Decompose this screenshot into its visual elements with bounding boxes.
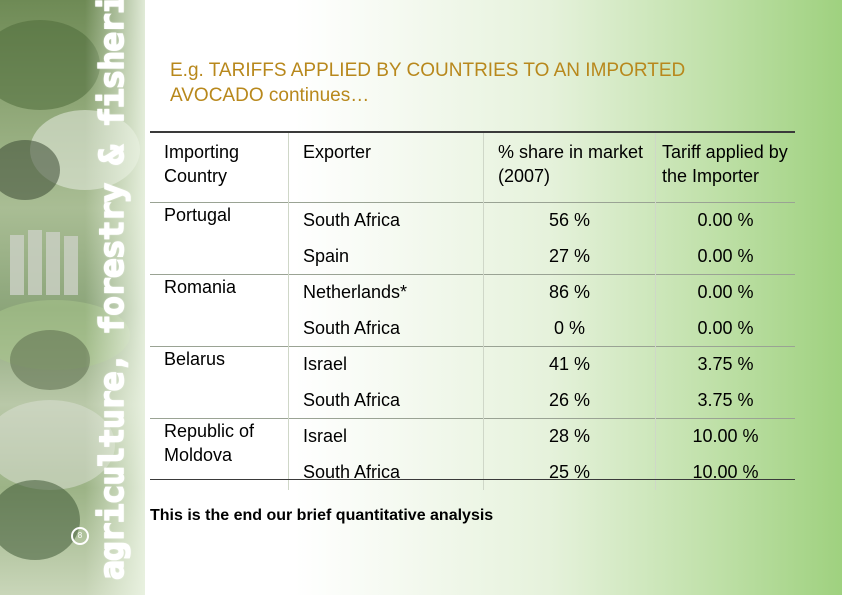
table-header-row: Importing Country Exporter % share in ma… bbox=[150, 133, 795, 203]
table-row: South Africa 0 % 0.00 % bbox=[150, 310, 795, 347]
slide-title: E.g. TARIFFS APPLIED BY COUNTRIES TO AN … bbox=[170, 58, 810, 108]
circle-logo-icon: 8 bbox=[71, 527, 89, 545]
header-tariff: Tariff applied by the Importer bbox=[655, 133, 795, 203]
exporter-cell: South Africa bbox=[288, 382, 484, 419]
share-cell: 27 % bbox=[483, 238, 656, 275]
table-row: Romania Netherlands* 86 % 0.00 % bbox=[150, 274, 795, 347]
table-top-rule bbox=[150, 131, 795, 133]
header-share: % share in market (2007) bbox=[483, 133, 656, 203]
header-importing-country: Importing Country bbox=[164, 142, 240, 186]
tariff-cell: 10.00 % bbox=[655, 418, 795, 455]
table-bottom-rule bbox=[150, 479, 795, 480]
table-row: South Africa 25 % 10.00 % bbox=[150, 454, 795, 490]
sidebar-photo-strip: agriculture, forestry & fisheries 8 bbox=[0, 0, 145, 595]
importer-cell: Portugal bbox=[150, 202, 289, 275]
exporter-cell: Spain bbox=[288, 238, 484, 275]
page-number: 8 bbox=[77, 531, 83, 540]
table-row: Belarus Israel 41 % 3.75 % bbox=[150, 346, 795, 419]
tariff-cell: 0.00 % bbox=[655, 202, 795, 239]
exporter-cell: Israel bbox=[288, 418, 484, 455]
header-exporter: Exporter bbox=[288, 133, 484, 203]
share-cell: 0 % bbox=[483, 310, 656, 347]
table-row: Republic of Moldova Israel 28 % 10.00 % bbox=[150, 418, 795, 490]
importer-cell: Belarus bbox=[150, 346, 289, 419]
tariff-cell: 10.00 % bbox=[655, 454, 795, 490]
share-cell: 26 % bbox=[483, 382, 656, 419]
share-cell: 56 % bbox=[483, 202, 656, 239]
share-cell: 28 % bbox=[483, 418, 656, 455]
tariff-cell: 0.00 % bbox=[655, 274, 795, 311]
share-cell: 86 % bbox=[483, 274, 656, 311]
share-cell: 25 % bbox=[483, 454, 656, 490]
importer-cell: Republic of Moldova bbox=[150, 418, 289, 490]
share-cell: 41 % bbox=[483, 346, 656, 383]
slide-title-line-1: E.g. TARIFFS APPLIED BY COUNTRIES TO AN … bbox=[170, 60, 686, 81]
tariff-cell: 0.00 % bbox=[655, 310, 795, 347]
sidebar-fade bbox=[85, 0, 145, 595]
table-row: Portugal South Africa 56 % 0.00 % bbox=[150, 202, 795, 275]
exporter-cell: Netherlands* bbox=[288, 274, 484, 311]
tariff-cell: 3.75 % bbox=[655, 382, 795, 419]
closing-note: This is the end our brief quantitative a… bbox=[150, 507, 494, 524]
importer-cell: Romania bbox=[150, 274, 289, 347]
table-row: Spain 27 % 0.00 % bbox=[150, 238, 795, 275]
exporter-cell: South Africa bbox=[288, 454, 484, 490]
exporter-cell: South Africa bbox=[288, 202, 484, 239]
exporter-cell: South Africa bbox=[288, 310, 484, 347]
tariff-cell: 0.00 % bbox=[655, 238, 795, 275]
tariff-table: Importing Country Exporter % share in ma… bbox=[150, 133, 795, 490]
tariff-cell: 3.75 % bbox=[655, 346, 795, 383]
table-row: South Africa 26 % 3.75 % bbox=[150, 382, 795, 419]
vertical-brand-title: agriculture, forestry & fisheries bbox=[91, 0, 132, 581]
exporter-cell: Israel bbox=[288, 346, 484, 383]
slide-title-line-2: AVOCADO continues… bbox=[170, 85, 370, 106]
